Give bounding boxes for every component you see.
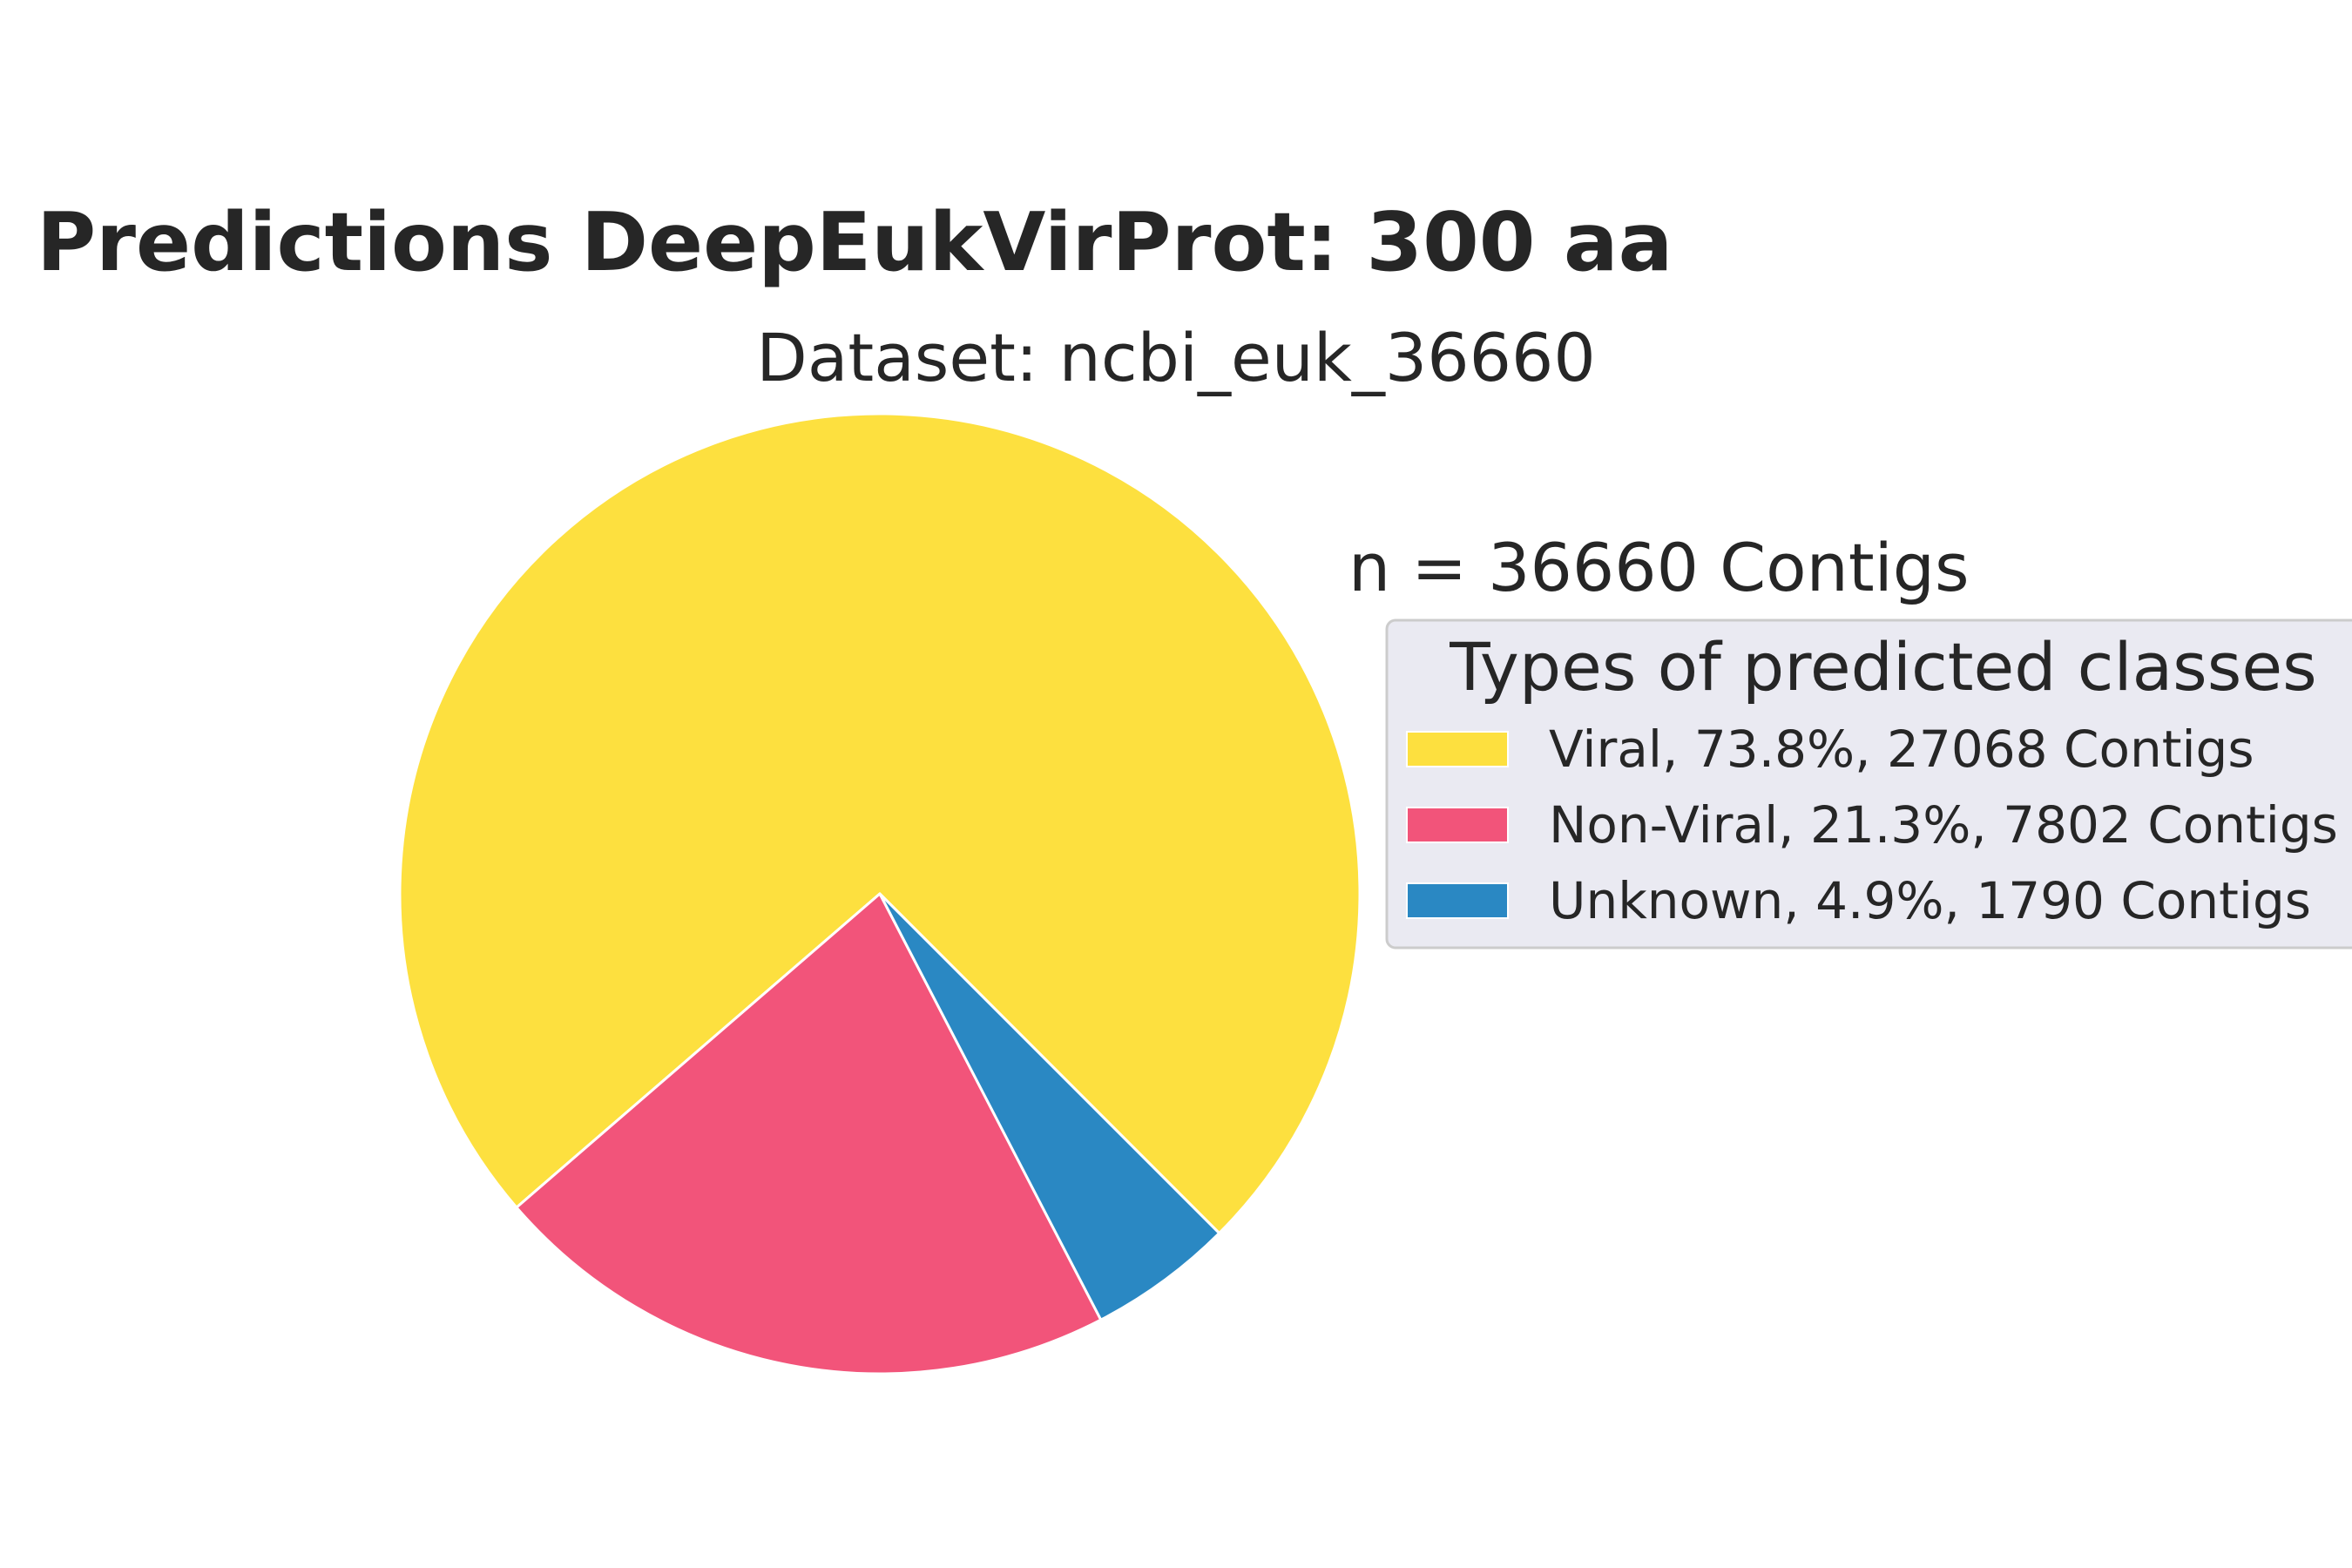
legend-label-unknown: Unknown, 4.9%, 1790 Contigs [1549,871,2311,930]
legend-label-viral: Viral, 73.8%, 27068 Contigs [1549,720,2254,779]
legend-swatch-unknown [1406,882,1509,919]
legend-entries: Viral, 73.8%, 27068 Contigs Non-Viral, 21… [1406,720,2338,930]
chart-title: Predictions DeepEukVirProt: 300 aa [37,195,1673,289]
contig-count-annotation: n = 36660 Contigs [1348,529,1970,606]
legend-label-non-viral: Non-Viral, 21.3%, 7802 Contigs [1549,795,2338,855]
pie-slice-viral [398,412,1362,1235]
legend-title: Types of predicted classes [1449,628,2316,706]
pie-wedges [398,412,1362,1375]
legend-swatch-non-viral [1406,807,1509,843]
legend-frame [1385,618,2352,950]
pie-slice-non-viral [515,892,1103,1375]
pie-slice-unknown [878,892,1221,1321]
legend-swatch-viral [1406,731,1509,767]
legend: Types of predicted classes Viral, 73.8%,… [1385,618,2352,950]
chart-subtitle: Dataset: ncbi_euk_36660 [756,319,1595,396]
